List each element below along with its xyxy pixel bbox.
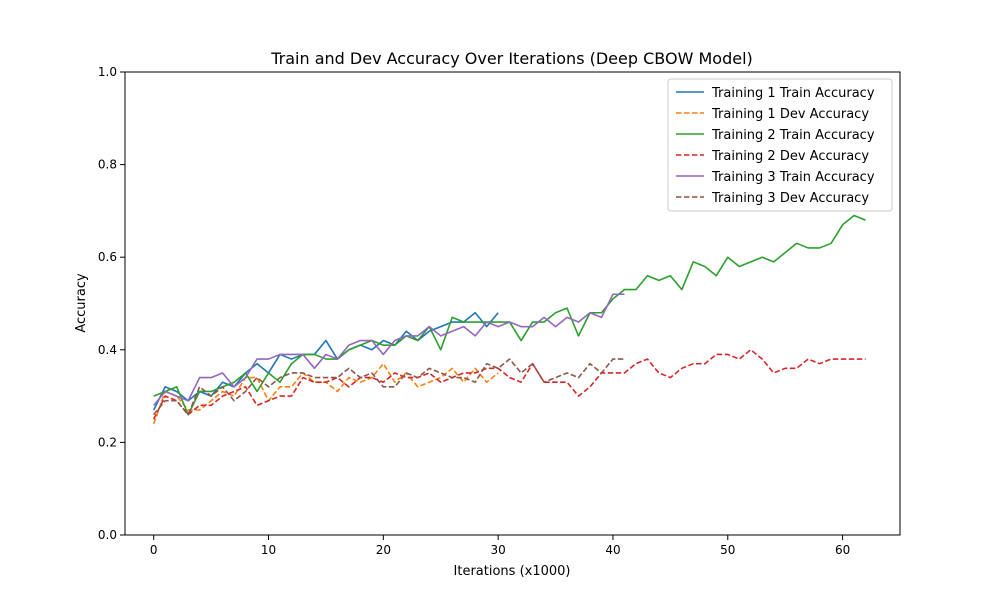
y-tick-label: 0.8 (98, 158, 117, 172)
y-tick-label: 0.2 (98, 435, 117, 449)
y-tick-label: 0.0 (98, 528, 117, 542)
legend-label: Training 3 Dev Accuracy (711, 191, 869, 206)
series-line-5 (153, 293, 625, 406)
y-tick-label: 1.0 (98, 65, 117, 79)
y-tick-label: 0.6 (98, 250, 117, 264)
series-line-6 (153, 358, 625, 416)
series-layer (152, 214, 866, 425)
x-tick-label: 20 (376, 543, 391, 557)
x-tick-label: 30 (491, 543, 506, 557)
legend: Training 1 Train Accuracy Training 1 Dev … (667, 78, 893, 212)
y-axis: 0.0 0.2 0.4 0.6 0.8 1.0 (98, 65, 125, 542)
y-axis-label: Accuracy (74, 273, 89, 333)
y-tick-label: 0.4 (98, 343, 117, 357)
plot-frame (124, 71, 901, 536)
legend-label: Training 1 Train Accuracy (711, 86, 875, 101)
legend-label: Training 2 Dev Accuracy (711, 149, 869, 164)
legend-label: Training 3 Train Accuracy (711, 170, 875, 185)
x-tick-label: 40 (605, 543, 620, 557)
legend-box (667, 78, 893, 212)
x-tick-label: 50 (720, 543, 735, 557)
x-axis: 0 10 20 30 40 50 60 (150, 535, 850, 557)
series-line-4 (152, 348, 866, 420)
x-axis-label: Iterations (x1000) (454, 564, 571, 579)
legend-label: Training 1 Dev Accuracy (711, 107, 869, 122)
x-tick-label: 60 (835, 543, 850, 557)
x-tick-label: 10 (261, 543, 276, 557)
legend-label: Training 2 Train Accuracy (711, 128, 875, 143)
chart-title: Train and Dev Accuracy Over Iterations (… (270, 49, 753, 68)
x-tick-label: 0 (150, 543, 158, 557)
